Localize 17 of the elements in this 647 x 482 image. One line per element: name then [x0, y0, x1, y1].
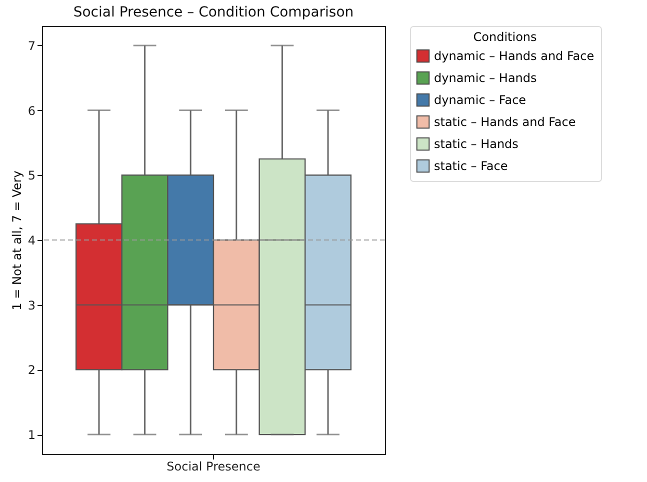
x-tick-label: Social Presence	[166, 460, 260, 474]
chart-title: Social Presence – Condition Comparison	[73, 4, 354, 20]
y-tick-label: 4	[28, 234, 36, 248]
legend-label: dynamic – Hands	[434, 71, 537, 85]
y-tick-label: 2	[28, 363, 36, 378]
y-tick-label: 5	[28, 168, 36, 183]
legend-label: static – Hands	[434, 137, 518, 151]
legend-title: Conditions	[473, 30, 537, 44]
y-tick-label: 3	[28, 298, 36, 312]
legend-label: static – Face	[434, 159, 508, 173]
y-tick-label: 7	[28, 38, 36, 53]
legend-label: dynamic – Face	[434, 93, 526, 107]
legend-label: static – Hands and Face	[434, 115, 576, 129]
y-tick-label: 1	[28, 428, 36, 442]
legend-label: dynamic – Hands and Face	[434, 49, 594, 63]
y-tick-label: 6	[28, 104, 36, 118]
y-axis-title: 1 = Not at all, 7 = Very	[10, 170, 24, 310]
